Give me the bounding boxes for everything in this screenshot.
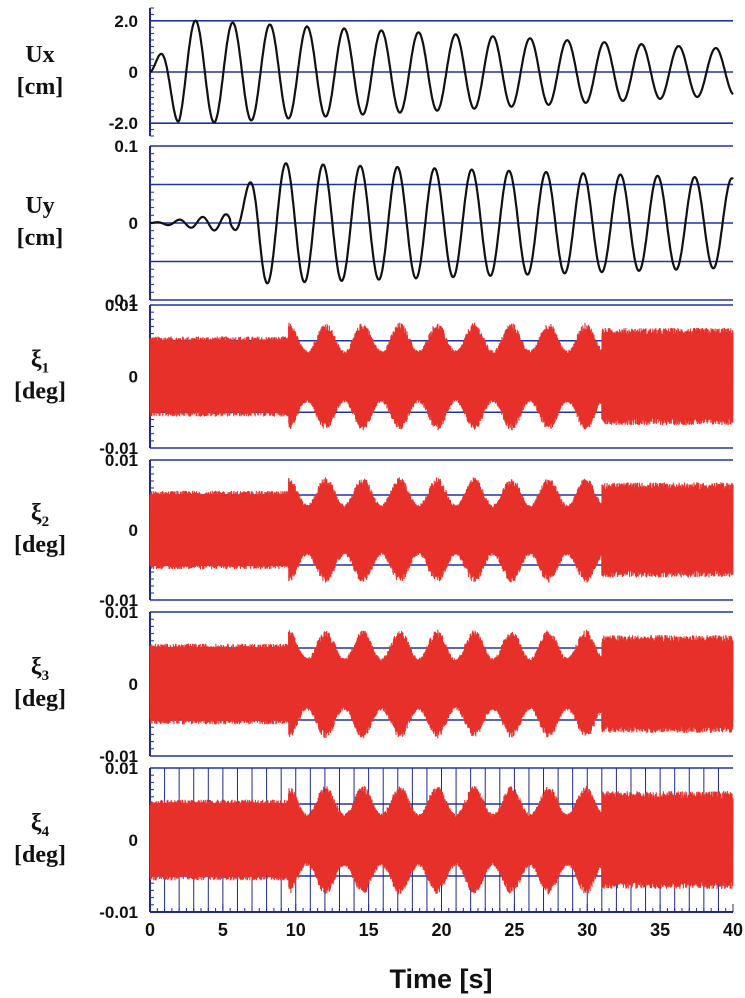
y-tick-label-xi3-2: 0 [129,675,138,694]
ylabel-unit-xi4: [deg] [14,842,66,868]
panel-xi2: 0.01 0 -0.01 ξ2[deg] [14,451,734,610]
ylabel-name-xi3: ξ3 [31,654,49,684]
y-tick-label-uy-4: -0.1 [109,291,138,310]
y-tick-label-xi2-2: 0 [129,521,138,540]
y-tick-label-xi4-0: 0.01 [105,759,138,778]
panel-xi1: 0.01 0 -0.01 ξ1[deg] [14,296,734,458]
ylabel-subscript-xi1: 1 [42,361,50,377]
x-tick-label-4: 20 [431,920,451,940]
x-tick-label-0: 0 [145,920,155,940]
y-tick-label-uy-0: 0.1 [114,137,138,156]
y-tick-label-ux-0: 2.0 [114,12,138,31]
x-tick-label-1: 5 [218,920,228,940]
x-axis: 0 5 10 15 20 25 30 35 40 [145,904,743,940]
ylabel-unit-xi2: [deg] [14,532,66,558]
x-tick-label-7: 35 [650,920,670,940]
y-tick-label-xi3-4: -0.01 [99,747,138,766]
y-tick-label-ux-1: 0 [129,63,138,82]
ylabel-unit-uy: [cm] [17,225,64,251]
y-tick-label-uy-2: 0 [129,214,138,233]
panel-xi4: 0.01 0 -0.01 ξ4[deg] [14,759,734,922]
x-tick-label-2: 10 [286,920,306,940]
panel-ux: 2.0 0 -2.0 Ux [cm] [17,7,734,137]
ylabel-unit-xi1: [deg] [14,379,66,405]
series-xi4 [149,785,734,895]
ylabel-name-xi2: ξ2 [31,500,49,530]
series-uy [149,162,734,285]
y-tick-label-xi1-2: 0 [129,368,138,387]
y-tick-label-xi3-0: 0.01 [105,603,138,622]
x-tick-label-5: 25 [504,920,524,940]
y-tick-label-xi1-0: 0.01 [105,296,138,315]
x-tick-label-6: 30 [577,920,597,940]
ylabel-unit-ux: [cm] [17,74,64,100]
ylabel-name-xi1: ξ1 [31,347,49,377]
ylabel-unit-xi3: [deg] [14,686,66,712]
x-axis-title: Time [s] [389,964,492,994]
ylabel-subscript-xi3: 3 [42,668,50,684]
panels-group: 2.0 0 -2.0 Ux [cm] 0.1 0 -0.1 Uy [cm] 0.01 0 -0.01 ξ1… [14,7,734,922]
series-xi3 [149,629,734,739]
ylabel-name-ux: Ux [25,42,54,68]
panel-xi3: 0.01 0 -0.01 ξ3[deg] [14,603,734,766]
y-tick-label-xi2-0: 0.01 [105,451,138,470]
y-tick-label-xi4-4: -0.01 [99,903,138,922]
series-xi1 [149,322,734,431]
ylabel-name-xi4: ξ4 [31,810,50,840]
y-tick-label-ux-2: -2.0 [109,114,138,133]
series-ux [149,19,734,124]
x-tick-label-3: 15 [359,920,379,940]
x-tick-label-8: 40 [723,920,743,940]
y-tick-label-xi2-4: -0.01 [99,591,138,610]
series-xi2 [149,477,734,583]
ylabel-name-uy: Uy [25,193,54,219]
ylabel-subscript-xi2: 2 [42,514,50,530]
y-tick-label-xi1-4: -0.01 [99,439,138,458]
panel-uy: 0.1 0 -0.1 Uy [cm] [17,137,734,310]
ylabel-subscript-xi4: 4 [42,824,50,840]
y-tick-label-xi4-2: 0 [129,831,138,850]
